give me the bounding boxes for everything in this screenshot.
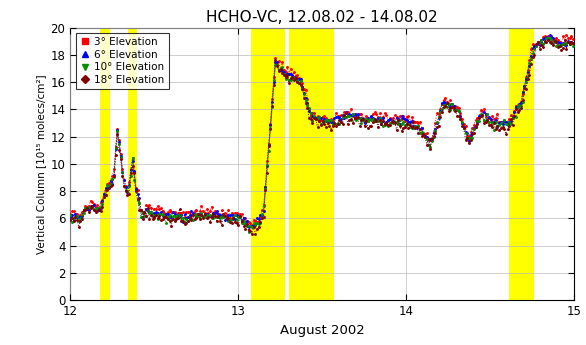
Legend: 3° Elevation, 6° Elevation, 10° Elevation, 18° Elevation: 3° Elevation, 6° Elevation, 10° Elevatio… bbox=[76, 33, 169, 89]
Y-axis label: Vertical Column [10¹⁵ molecs/cm²]: Vertical Column [10¹⁵ molecs/cm²] bbox=[36, 74, 46, 254]
Bar bbox=[509, 28, 534, 300]
Bar bbox=[289, 28, 334, 300]
Title: HCHO-VC, 12.08.02 - 14.08.02: HCHO-VC, 12.08.02 - 14.08.02 bbox=[206, 10, 438, 25]
Bar bbox=[128, 28, 137, 300]
Bar bbox=[100, 28, 110, 300]
X-axis label: August 2002: August 2002 bbox=[280, 324, 364, 337]
Bar bbox=[251, 28, 285, 300]
